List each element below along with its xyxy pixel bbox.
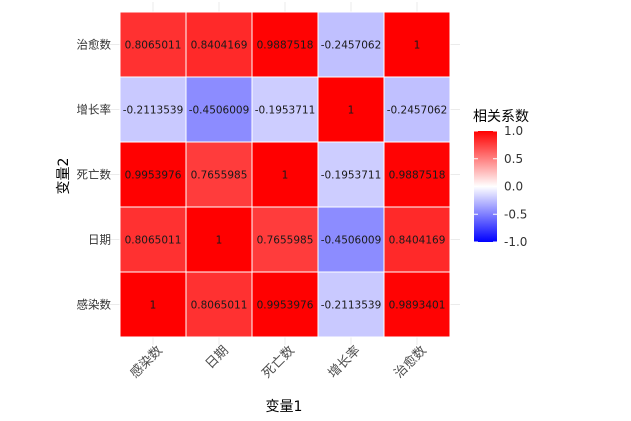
y-tick-label: 治愈数 [77,38,112,52]
legend-tick-label: -1.0 [504,235,527,249]
legend-tick-label: -0.5 [504,207,527,221]
cell-value-label: 1 [282,170,289,182]
legend-tick-label: 0.0 [504,180,523,194]
heatmap-cell [185,141,253,208]
cell-value-label: 0.7655985 [257,235,314,247]
heatmap-cell [317,271,385,338]
heatmap-cell [317,76,385,143]
heatmap-cell [251,76,319,143]
cell-value-label: -0.2113539 [123,105,184,117]
cell-value-label: -0.1953711 [321,170,382,182]
cell-value-label: 0.9953976 [125,170,182,182]
x-axis-title: 变量1 [266,399,303,415]
color-legend: 相关系数 1.0 0.5 0.0 -0.5 -1.0 [473,109,529,249]
y-tick-label: 增长率 [77,103,112,117]
heatmap-cell [119,76,187,143]
y-tick-label: 死亡数 [77,168,112,182]
cell-value-label: 1 [414,40,421,52]
legend-colorbar [474,131,497,242]
x-axis-tick-labels: 感染数 日期 死亡数 增长率 治愈数 [127,343,430,382]
cell-value-label: -0.2457062 [321,40,382,52]
x-tick-label: 死亡数 [260,343,298,381]
x-tick-label: 日期 [203,343,232,372]
heatmap-cell [317,141,385,208]
cell-value-label: 0.9953976 [257,300,314,312]
cell-value-label: 0.7655985 [191,170,248,182]
y-axis-title: 变量2 [56,158,72,195]
cell-value-label: 0.8065011 [125,40,182,52]
heatmap-cell [119,271,187,338]
legend-tick-label: 0.5 [504,152,523,166]
cell-value-label: -0.1953711 [255,105,316,117]
cell-value-label: 1 [348,105,355,117]
heatmap-cell [317,206,385,273]
heatmap-cell [251,206,319,273]
cell-value-label: 1 [150,300,157,312]
y-tick-label: 感染数 [77,298,112,312]
heatmap-cell [383,11,451,78]
cell-value-label: 1 [216,235,223,247]
heatmap-cell [185,11,253,78]
x-tick-label: 治愈数 [392,343,430,381]
cell-value-label: 0.8404169 [389,235,446,247]
x-tick-label: 增长率 [325,343,364,382]
legend-title: 相关系数 [473,109,529,125]
cell-value-label: 0.8404169 [191,40,248,52]
cell-value-labels: 0.8065011 0.8404169 0.9887518 -0.2457062 1 -0… [123,40,448,312]
cell-value-label: 0.9893401 [389,300,446,312]
x-tick-label: 感染数 [127,343,166,382]
cell-value-label: 0.9887518 [389,170,446,182]
cell-value-label: -0.2113539 [321,300,382,312]
heatmap-cell [317,11,385,78]
heatmap-cell [119,206,187,273]
heatmap-cell [185,76,253,143]
legend-tick-label: 1.0 [504,124,523,138]
heatmap-cell [251,141,319,208]
heatmap-cells [119,11,451,338]
heatmap-cell [251,271,319,338]
cell-value-label: -0.2457062 [387,105,448,117]
cell-value-label: 0.8065011 [191,300,248,312]
cell-value-label: 0.9887518 [257,40,314,52]
cell-value-label: -0.4506009 [189,105,250,117]
heatmap-cell [383,76,451,143]
heatmap-cell [119,141,187,208]
legend-ticks: 1.0 0.5 0.0 -0.5 -1.0 [474,124,527,249]
y-tick-label: 日期 [88,233,111,247]
heatmap-cell [383,206,451,273]
heatmap-cell [383,271,451,338]
cell-value-label: -0.4506009 [321,235,382,247]
heatmap-cell [383,141,451,208]
cell-value-label: 0.8065011 [125,235,182,247]
